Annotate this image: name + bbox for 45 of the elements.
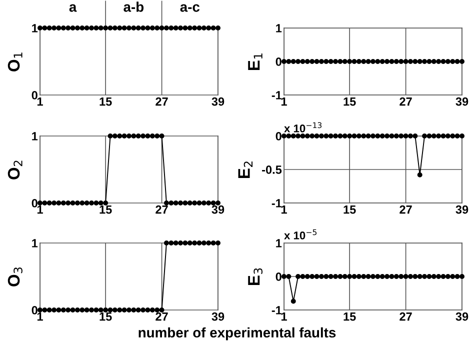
y-axis-title: E$_{1}$ <box>248 53 262 70</box>
y-tick-label: 0 <box>32 306 38 314</box>
x-tick-label: 39 <box>212 97 224 106</box>
y-tick-label: 1 <box>276 24 282 32</box>
y-tick-label: -1 <box>272 91 282 100</box>
x-tick-label: 27 <box>156 97 168 106</box>
y-tick-label: 0 <box>276 58 282 66</box>
x-tick-label: 15 <box>100 312 112 321</box>
y-tick-label: -0.5 <box>262 166 282 174</box>
x-tick-label: 15 <box>344 206 356 214</box>
x-tick-label: 39 <box>212 312 224 321</box>
x-tick-label: 15 <box>344 98 356 106</box>
y-axis-title: O$_{3}$ <box>8 267 22 286</box>
y-tick-label: 0 <box>32 91 38 100</box>
text: x 10$^{−5}$ <box>284 229 317 240</box>
x-tick-label: 27 <box>400 312 412 321</box>
y-tick-label: -1 <box>272 306 282 314</box>
y-tick-label: 0 <box>276 272 282 281</box>
x-tick-label: 27 <box>400 97 412 106</box>
text: a <box>69 4 77 12</box>
x-tick-label: 15 <box>100 98 112 106</box>
x-tick-label: 39 <box>456 205 468 214</box>
y-axis-title: O$_{1}$ <box>8 52 22 72</box>
x-tick-label: 15 <box>100 206 112 214</box>
y-tick-label: -1 <box>272 199 282 208</box>
x-tick-label: 39 <box>456 312 468 321</box>
y-axis-title: O$_{2}$ <box>8 160 22 180</box>
x-tick-label: 27 <box>156 312 168 321</box>
x-tick-label: 27 <box>400 205 412 214</box>
y-tick-label: 1 <box>32 132 38 140</box>
y-axis-title: E$_{3}$ <box>248 268 262 285</box>
y-tick-label: 1 <box>276 239 282 248</box>
y-tick-label: 1 <box>32 239 38 248</box>
x-tick-label: 39 <box>456 97 468 106</box>
x-tick-label: 27 <box>156 205 168 214</box>
y-tick-label: 0 <box>276 132 282 140</box>
x-tick-label: 15 <box>344 312 356 321</box>
text: x 10$^{−13}$ <box>284 122 322 132</box>
x-axis-title: number of experimental faults <box>138 327 336 340</box>
y-tick-label: 0 <box>32 199 38 208</box>
text: a-c <box>180 4 200 12</box>
y-tick-label: 1 <box>32 24 38 32</box>
text: a-b <box>124 2 144 12</box>
x-tick-label: 39 <box>212 205 224 214</box>
y-axis-title: E$_{2}$ <box>238 162 252 178</box>
